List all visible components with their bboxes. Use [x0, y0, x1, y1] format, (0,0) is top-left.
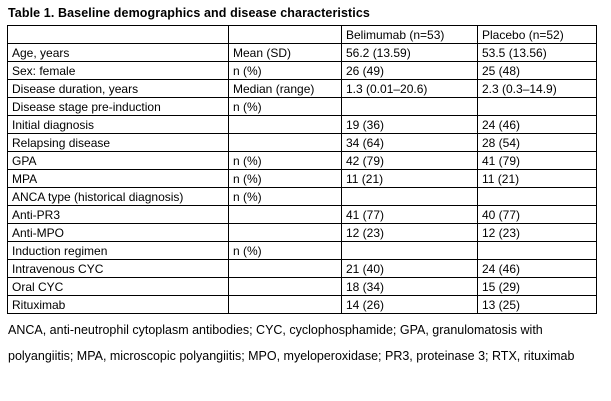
row-stat-cell: Mean (SD) [228, 43, 342, 62]
row-stat-cell [228, 295, 342, 314]
table-header-row: Belimumab (n=53) Placebo (n=52) [7, 25, 597, 44]
table-title: Table 1. Baseline demographics and disea… [8, 6, 370, 20]
row-value-belimumab: 41 (77) [341, 205, 478, 224]
row-value-belimumab [341, 97, 478, 116]
row-value-belimumab: 12 (23) [341, 223, 478, 242]
table-row: MPA n (%) 11 (21) 11 (21) [7, 169, 597, 188]
table-row: Rituximab 14 (26) 13 (25) [7, 295, 597, 314]
table-row: Age, years Mean (SD) 56.2 (13.59) 53.5 (… [7, 43, 597, 62]
table-row: Oral CYC 18 (34) 15 (29) [7, 277, 597, 296]
row-stat-cell [228, 223, 342, 242]
row-label-cell: Initial diagnosis [7, 115, 229, 134]
table-row: ANCA type (historical diagnosis) n (%) [7, 187, 597, 206]
row-value-belimumab: 26 (49) [341, 61, 478, 80]
row-label-cell: Induction regimen [7, 241, 229, 260]
row-stat-cell: n (%) [228, 169, 342, 188]
row-value-belimumab [341, 241, 478, 260]
row-stat-cell: Median (range) [228, 79, 342, 98]
table-row: GPA n (%) 42 (79) 41 (79) [7, 151, 597, 170]
row-label-cell: ANCA type (historical diagnosis) [7, 187, 229, 206]
header-empty-stat [228, 25, 342, 44]
row-stat-cell [228, 259, 342, 278]
row-stat-cell: n (%) [228, 97, 342, 116]
table-row: Disease duration, years Median (range) 1… [7, 79, 597, 98]
table-footnote: ANCA, anti-neutrophil cytoplasm antibodi… [8, 323, 575, 363]
row-label-cell: Anti-MPO [7, 223, 229, 242]
row-value-belimumab: 1.3 (0.01–20.6) [341, 79, 478, 98]
row-value-belimumab: 21 (40) [341, 259, 478, 278]
row-stat-cell [228, 205, 342, 224]
row-value-placebo [477, 187, 597, 206]
row-value-placebo: 28 (54) [477, 133, 597, 152]
row-value-belimumab: 34 (64) [341, 133, 478, 152]
column-header-placebo: Placebo (n=52) [477, 25, 597, 44]
row-label-cell: Sex: female [7, 61, 229, 80]
row-value-belimumab: 56.2 (13.59) [341, 43, 478, 62]
row-value-placebo: 24 (46) [477, 115, 597, 134]
row-value-placebo [477, 97, 597, 116]
row-value-placebo: 41 (79) [477, 151, 597, 170]
row-value-placebo: 11 (21) [477, 169, 597, 188]
row-stat-cell: n (%) [228, 241, 342, 260]
row-stat-cell [228, 115, 342, 134]
row-label-cell: Anti-PR3 [7, 205, 229, 224]
table-row: Anti-MPO 12 (23) 12 (23) [7, 223, 597, 242]
row-stat-cell [228, 133, 342, 152]
table-row: Disease stage pre-induction n (%) [7, 97, 597, 116]
row-value-placebo: 2.3 (0.3–14.9) [477, 79, 597, 98]
table-row: Relapsing disease 34 (64) 28 (54) [7, 133, 597, 152]
row-value-placebo: 13 (25) [477, 295, 597, 314]
row-label-cell: Disease duration, years [7, 79, 229, 98]
table-row: Anti-PR3 41 (77) 40 (77) [7, 205, 597, 224]
row-value-belimumab [341, 187, 478, 206]
row-value-placebo: 40 (77) [477, 205, 597, 224]
row-value-placebo: 15 (29) [477, 277, 597, 296]
demographics-table: Belimumab (n=53) Placebo (n=52) Age, yea… [7, 25, 597, 314]
column-header-belimumab: Belimumab (n=53) [341, 25, 478, 44]
row-stat-cell: n (%) [228, 187, 342, 206]
document-page: Table 1. Baseline demographics and disea… [7, 6, 597, 363]
row-value-placebo: 25 (48) [477, 61, 597, 80]
row-stat-cell [228, 277, 342, 296]
row-label-cell: Age, years [7, 43, 229, 62]
table-row: Initial diagnosis 19 (36) 24 (46) [7, 115, 597, 134]
row-stat-cell: n (%) [228, 61, 342, 80]
row-value-belimumab: 14 (26) [341, 295, 478, 314]
row-value-belimumab: 19 (36) [341, 115, 478, 134]
row-label-cell: Oral CYC [7, 277, 229, 296]
row-label-cell: Relapsing disease [7, 133, 229, 152]
row-value-placebo [477, 241, 597, 260]
row-label-cell: Disease stage pre-induction [7, 97, 229, 116]
row-label-cell: GPA [7, 151, 229, 170]
row-stat-cell: n (%) [228, 151, 342, 170]
row-value-placebo: 24 (46) [477, 259, 597, 278]
row-value-placebo: 12 (23) [477, 223, 597, 242]
table-row: Sex: female n (%) 26 (49) 25 (48) [7, 61, 597, 80]
row-label-cell: Rituximab [7, 295, 229, 314]
row-value-belimumab: 11 (21) [341, 169, 478, 188]
row-value-belimumab: 42 (79) [341, 151, 478, 170]
row-value-placebo: 53.5 (13.56) [477, 43, 597, 62]
header-empty-label [7, 25, 229, 44]
table-row: Induction regimen n (%) [7, 241, 597, 260]
row-label-cell: MPA [7, 169, 229, 188]
row-value-belimumab: 18 (34) [341, 277, 478, 296]
row-label-cell: Intravenous CYC [7, 259, 229, 278]
table-row: Intravenous CYC 21 (40) 24 (46) [7, 259, 597, 278]
